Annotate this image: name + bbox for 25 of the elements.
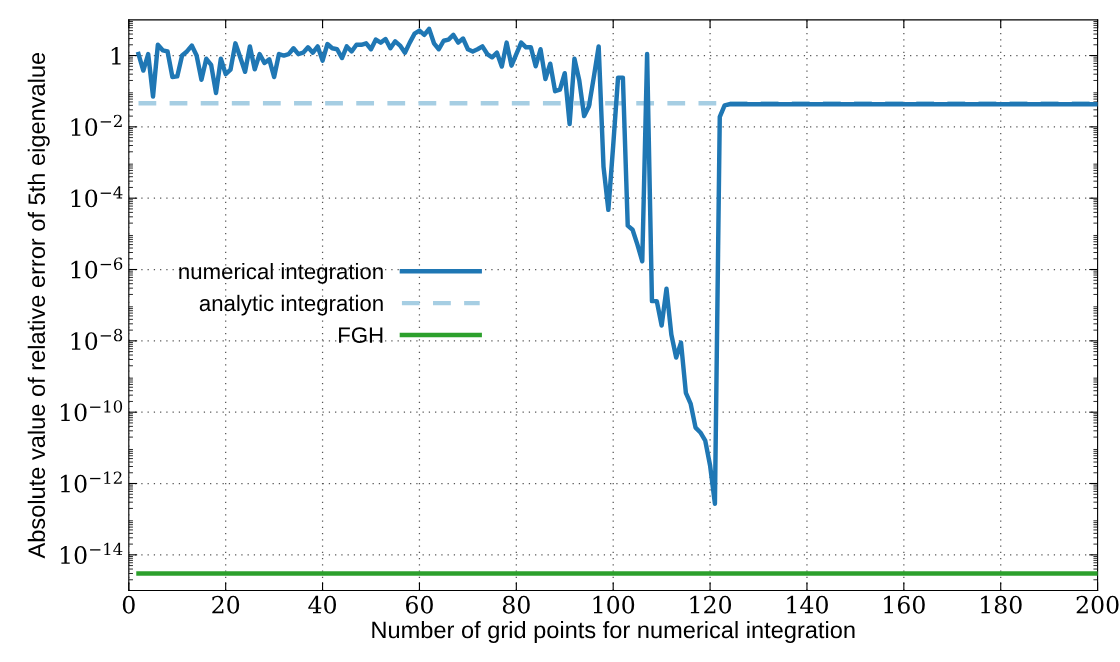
y-tick-label: 10$^{−10}$ [60, 400, 123, 422]
x-tick-label: 120 [690, 595, 732, 614]
x-tick-label: 180 [981, 595, 1022, 614]
x-tick-label: 80 [502, 595, 530, 614]
y-tick-label: 10$^{−4}$ [71, 186, 123, 208]
x-tick-label: 60 [406, 595, 433, 614]
y-tick-label: 10$^{−8}$ [71, 328, 123, 350]
x-tick-label: 0 [122, 595, 135, 614]
y-tick-label: 10$^{−6}$ [71, 257, 123, 279]
y-axis-title: Absolute value of relative error of 5th eigenvalue [27, 52, 50, 559]
y-tick-label: 10$^{−2}$ [71, 114, 122, 136]
x-tick-label: 160 [884, 595, 925, 614]
line-series [136, 26, 1098, 507]
y-tick-label: 10$^{−12}$ [60, 471, 122, 493]
y-tick-label: 1 [111, 46, 121, 65]
x-tick-label: 40 [308, 595, 337, 614]
y-tick-label: 10$^{−14}$ [60, 542, 123, 564]
x-tick-label: 100 [593, 595, 635, 614]
x-tick-label: 200 [1076, 595, 1119, 614]
legend-label: numerical integration [179, 263, 383, 284]
x-axis-title: Number of grid points for numerical integration [372, 620, 855, 643]
legend-label: FGH [339, 327, 383, 343]
legend-label: analytic integration [199, 294, 383, 316]
x-tick-label: 140 [787, 595, 828, 614]
x-tick-label: 20 [212, 595, 240, 614]
